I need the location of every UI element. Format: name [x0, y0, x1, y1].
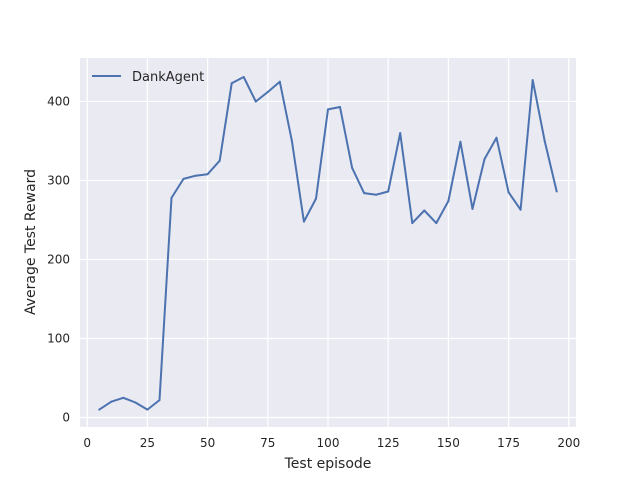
data-point	[411, 222, 414, 225]
data-point	[146, 408, 149, 411]
data-point	[495, 136, 498, 139]
x-tick-label: 175	[497, 436, 520, 450]
data-point	[531, 79, 534, 82]
data-point	[327, 108, 329, 111]
data-point	[423, 209, 426, 212]
data-point	[555, 190, 558, 193]
grid-lines	[80, 58, 576, 427]
y-axis-label: Average Test Reward	[23, 169, 39, 315]
data-point	[266, 90, 269, 93]
x-tick-label: 200	[557, 436, 580, 450]
data-point	[134, 401, 137, 404]
x-tick-label: 100	[317, 436, 340, 450]
series-layer	[98, 75, 558, 411]
legend-label-dankagent: DankAgent	[132, 70, 204, 85]
data-point	[507, 191, 510, 194]
data-point	[218, 159, 221, 162]
data-point	[290, 139, 293, 142]
data-point	[242, 75, 245, 78]
data-point	[399, 132, 402, 135]
data-point	[435, 222, 438, 225]
y-tick-label: 400	[47, 94, 70, 108]
data-point	[351, 166, 354, 169]
x-tick-label: 150	[437, 436, 460, 450]
y-tick-label: 100	[47, 332, 70, 346]
data-point	[254, 100, 257, 103]
data-point	[278, 80, 281, 83]
data-point	[375, 193, 378, 196]
data-point	[339, 105, 342, 108]
data-point	[363, 192, 366, 195]
y-tick-label: 300	[47, 173, 70, 187]
data-point	[110, 400, 113, 403]
data-point	[98, 408, 101, 411]
legend: DankAgent	[92, 70, 204, 85]
x-tick-label: 0	[83, 436, 91, 450]
data-point	[314, 197, 317, 200]
tick-labels: 0 25 50 75 100 125 150 175 200 0 100 200 300 400	[47, 94, 580, 450]
x-tick-label: 50	[200, 436, 215, 450]
data-point	[230, 82, 233, 85]
data-point	[206, 173, 209, 176]
y-tick-label: 0	[62, 411, 70, 425]
x-tick-label: 25	[140, 436, 155, 450]
data-point	[182, 177, 185, 180]
data-point	[170, 196, 173, 199]
data-point	[543, 139, 546, 142]
data-point	[519, 208, 522, 211]
data-point	[387, 190, 390, 193]
data-point	[194, 174, 197, 177]
x-axis-label: Test episode	[284, 456, 372, 472]
data-point	[122, 396, 125, 399]
data-point	[459, 140, 462, 143]
x-tick-label: 125	[377, 436, 400, 450]
data-point	[158, 399, 161, 402]
data-point	[447, 200, 450, 203]
x-tick-label: 75	[260, 436, 275, 450]
data-point	[483, 158, 486, 161]
data-point	[471, 207, 474, 210]
data-point	[302, 220, 305, 223]
y-tick-label: 200	[47, 252, 70, 266]
